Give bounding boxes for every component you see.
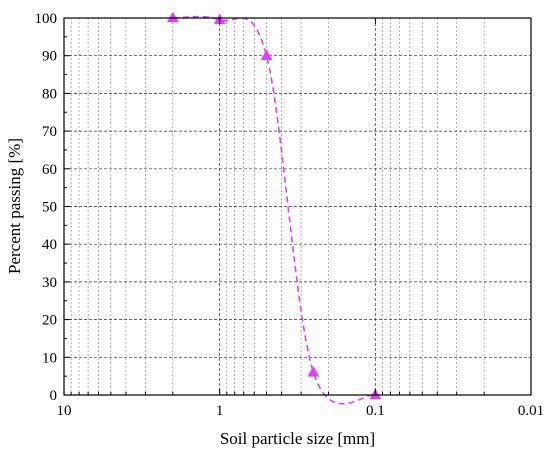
y-tick-label: 90 (42, 49, 57, 65)
y-tick-label: 20 (42, 313, 57, 329)
y-tick-label: 0 (50, 388, 58, 404)
y-tick-label: 60 (42, 162, 57, 178)
y-axis-title: Percent passing [%] (5, 138, 24, 274)
y-tick-label: 30 (42, 275, 57, 291)
series-curve (172, 15, 376, 405)
x-tick-label: 0.01 (518, 403, 544, 419)
series-markers (166, 11, 382, 400)
data-point-marker (260, 49, 273, 60)
y-tick-label: 70 (42, 124, 57, 140)
x-tick-label: 0.1 (366, 403, 385, 419)
ticks (63, 17, 532, 396)
data-point-marker (307, 365, 320, 377)
y-tick-label: 50 (42, 200, 57, 216)
x-axis-title: Soil particle size [mm] (220, 429, 375, 448)
data-point-marker (166, 11, 179, 23)
x-tick-label: 10 (57, 403, 72, 419)
y-tick-labels: 0 10 20 30 40 50 60 70 80 90 100 (35, 11, 58, 404)
y-tick-label: 10 (42, 350, 57, 366)
y-tick-label: 40 (42, 237, 57, 253)
series-line (172, 15, 376, 405)
y-tick-label: 100 (35, 11, 58, 27)
x-tick-labels: 10 1 0.1 0.01 (57, 403, 545, 419)
y-tick-label: 80 (42, 86, 57, 102)
grid (64, 18, 531, 395)
x-tick-label: 1 (216, 403, 224, 419)
